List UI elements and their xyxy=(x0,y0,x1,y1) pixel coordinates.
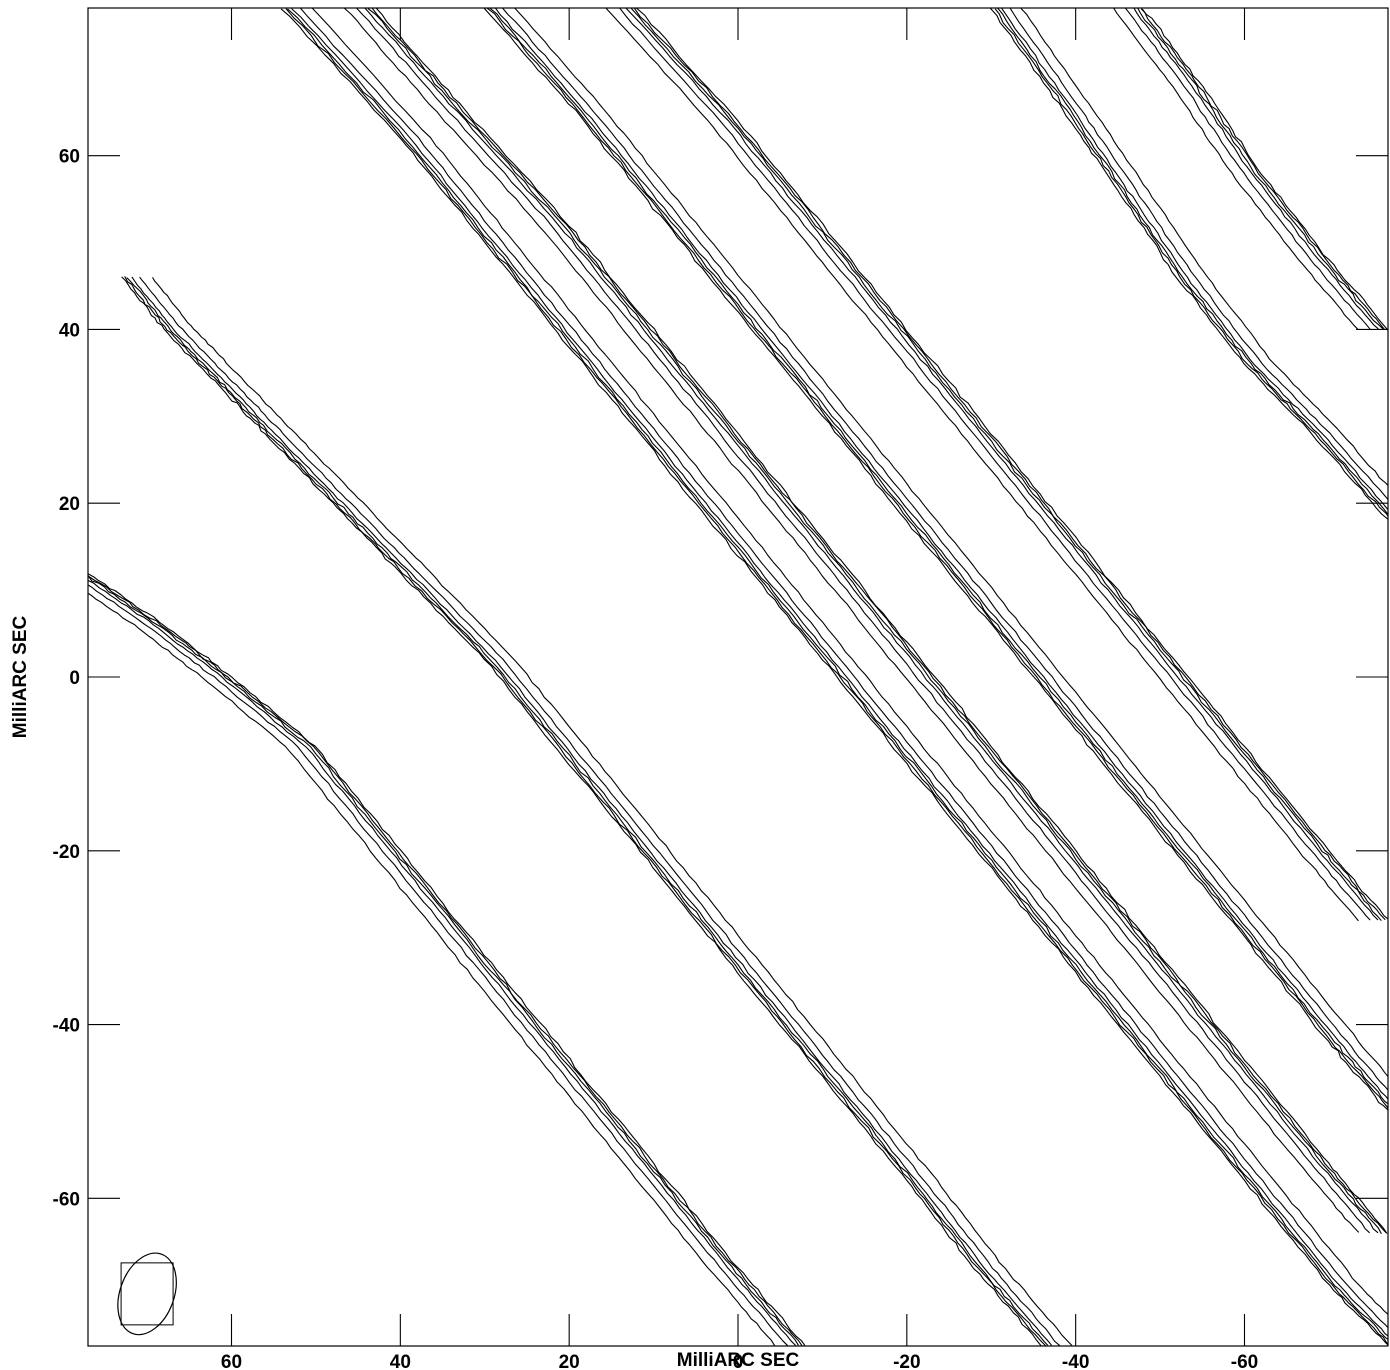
contour-line xyxy=(618,8,1371,921)
contour-line xyxy=(994,8,1388,517)
y-tick-labels: 60 40 20 0 -20 -40 -60 xyxy=(53,147,80,1211)
contour-line xyxy=(152,277,1073,1346)
contour-line xyxy=(300,8,1388,1329)
contour-line xyxy=(1133,8,1379,330)
contour-line xyxy=(486,8,1388,1110)
contour-line xyxy=(630,8,1382,922)
contour-line xyxy=(88,579,796,1346)
contour-line xyxy=(1020,8,1388,487)
contour-band-2 xyxy=(483,8,1388,1111)
contour-line xyxy=(311,8,1388,1316)
contour-line xyxy=(88,592,776,1346)
x-tick-label: 60 xyxy=(221,1352,242,1370)
contour-line xyxy=(285,8,1388,1345)
contour-line xyxy=(635,8,1388,920)
contour-line xyxy=(121,276,1042,1346)
contour-line xyxy=(364,8,1379,1234)
y-tick-label: -60 xyxy=(53,1189,80,1210)
contour-line xyxy=(367,8,1382,1235)
beam-box xyxy=(117,1252,177,1336)
contour-lines xyxy=(88,8,1388,1346)
y-tick-label: 0 xyxy=(69,668,80,689)
contour-line xyxy=(1009,8,1388,501)
contour-line xyxy=(126,277,1049,1346)
x-tick-label: -60 xyxy=(1231,1352,1258,1370)
contour-line xyxy=(371,8,1387,1233)
y-tick-label: -40 xyxy=(53,1016,80,1037)
contour-line xyxy=(1137,8,1384,330)
contour-line xyxy=(131,276,1053,1346)
y-tick-label: 60 xyxy=(59,147,80,168)
beam-box-frame xyxy=(120,1262,174,1326)
y-axis-title: MilliARC SEC xyxy=(10,615,31,738)
contour-band-1 xyxy=(280,8,1388,1346)
contour-line xyxy=(88,575,799,1346)
plot-frame xyxy=(87,7,1389,1347)
contour-line xyxy=(514,8,1388,1078)
x-tick-labels: 60 40 20 0 -20 -40 -60 xyxy=(221,1352,1258,1370)
contour-line xyxy=(1001,8,1388,511)
contour-line xyxy=(355,8,1370,1234)
x-tick-label: 20 xyxy=(559,1352,580,1370)
contour-line xyxy=(1113,8,1359,330)
contour-line xyxy=(88,575,803,1346)
contour-line xyxy=(1140,8,1385,330)
contour-line xyxy=(124,276,1046,1346)
x-tick-label: -40 xyxy=(1062,1352,1089,1370)
x-tick-label: 40 xyxy=(390,1352,411,1370)
contour-band-3 xyxy=(989,8,1388,520)
y-tick-label: 40 xyxy=(59,320,80,341)
contour-line xyxy=(139,276,1061,1346)
contour-line xyxy=(1124,8,1372,331)
y-tick-label: 20 xyxy=(59,494,80,515)
contour-line xyxy=(88,584,789,1346)
contour-line xyxy=(291,8,1388,1337)
contour-line xyxy=(625,8,1379,921)
contour-line xyxy=(280,8,1388,1346)
contour-line xyxy=(633,8,1386,921)
contour-line xyxy=(343,8,1360,1233)
x-axis-title: MilliARC SEC xyxy=(677,1350,800,1370)
x-tick-label: -20 xyxy=(893,1352,920,1370)
y-tick-label: -20 xyxy=(53,842,80,863)
contour-line xyxy=(502,8,1388,1092)
contour-line xyxy=(494,8,1388,1100)
contour-line xyxy=(489,8,1388,1105)
contour-line xyxy=(375,8,1388,1234)
axis-ticks xyxy=(88,8,1388,1346)
contour-line xyxy=(287,8,1388,1340)
beam-ellipse xyxy=(117,1252,177,1336)
contour-line xyxy=(996,8,1388,516)
contour-line xyxy=(1141,8,1388,331)
contour-line xyxy=(989,8,1388,520)
contour-band-4 xyxy=(88,276,1073,1346)
contour-line xyxy=(605,8,1359,922)
x-tick-label: 0 xyxy=(733,1352,744,1370)
contour-line xyxy=(483,8,1388,1111)
